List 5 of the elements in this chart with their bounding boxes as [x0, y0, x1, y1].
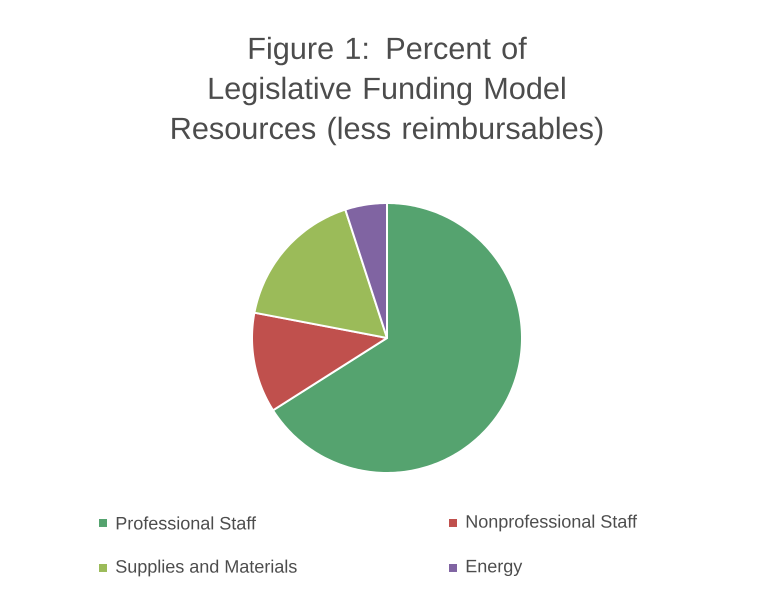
legend-label: Professional Staff: [116, 516, 256, 530]
legend-label: Energy: [466, 560, 522, 576]
legend-label: Nonprofessional Staff: [466, 514, 638, 532]
legend-label: Supplies and Materials: [116, 560, 297, 576]
chart-title: Figure 1: Percent of Legislative Funding Model Resources (less reimbursables): [172, 36, 602, 146]
